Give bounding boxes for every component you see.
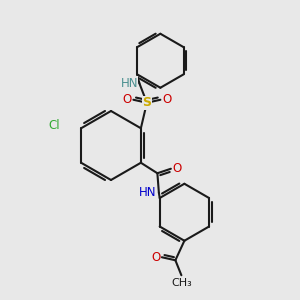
Text: O: O bbox=[123, 93, 132, 106]
Text: Cl: Cl bbox=[49, 119, 60, 132]
Text: O: O bbox=[172, 162, 182, 175]
Text: HN: HN bbox=[138, 186, 156, 199]
Text: S: S bbox=[142, 96, 152, 109]
Text: HN: HN bbox=[120, 77, 138, 90]
Text: O: O bbox=[151, 251, 160, 264]
Text: O: O bbox=[162, 93, 171, 106]
Text: CH₃: CH₃ bbox=[171, 278, 192, 288]
